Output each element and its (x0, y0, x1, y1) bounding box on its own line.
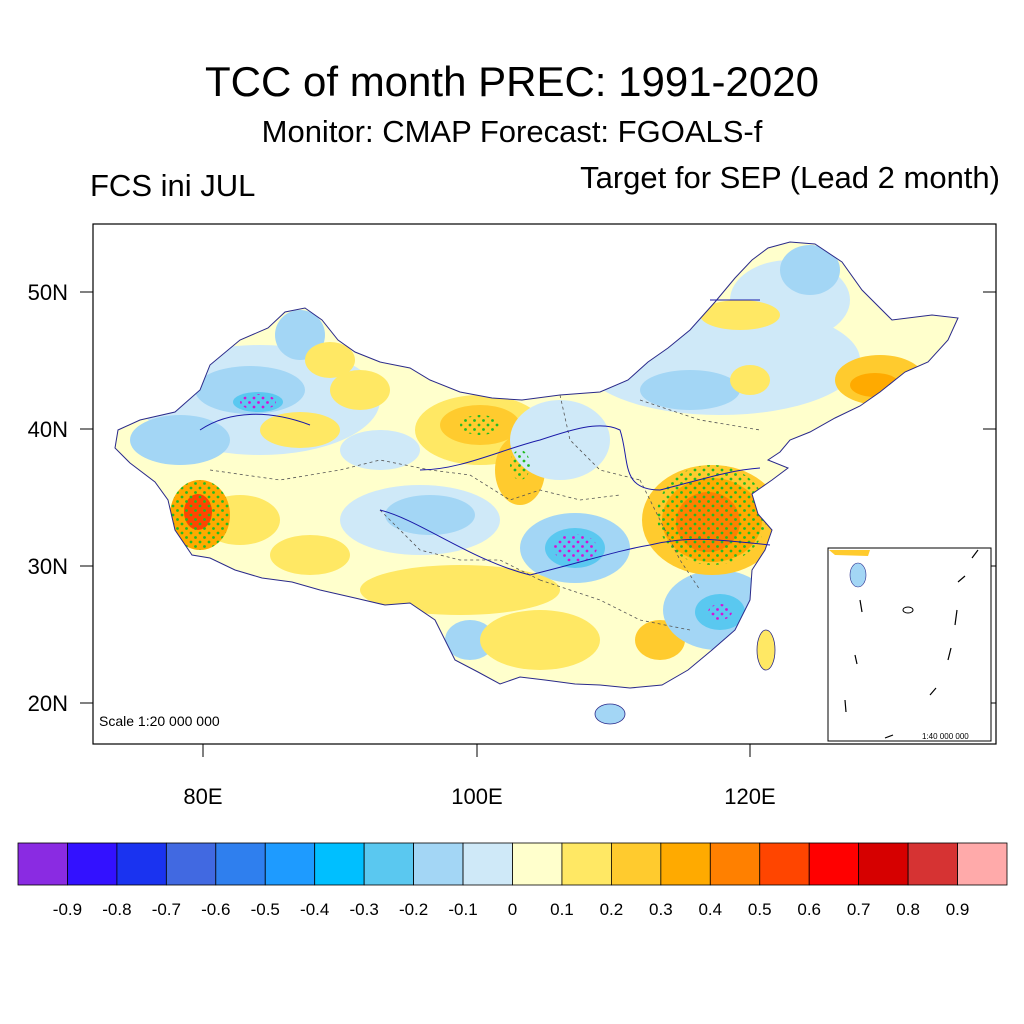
lat-label-30n: 30N (28, 554, 68, 579)
colorbar-swatch (215, 842, 266, 886)
colorbar-label: 0.8 (896, 900, 920, 919)
province-borders (209, 394, 761, 631)
colorbar-label: 0.4 (698, 900, 722, 919)
colorbar-swatch (660, 842, 711, 886)
hainan (594, 703, 626, 725)
colorbar-swatch (512, 842, 563, 886)
figure-subtitle: Monitor: CMAP Forecast: FGOALS-f (261, 114, 763, 149)
colorbar-label: 0.7 (847, 900, 871, 919)
rivers (199, 299, 771, 576)
colorbar-swatch (165, 842, 217, 886)
colorbar-swatch (561, 842, 612, 886)
colorbar-label: 0 (508, 900, 517, 919)
colorbar-label: -0.5 (251, 900, 280, 919)
south-china-sea-inset: 1:40 000 000 (827, 547, 992, 742)
map-scale-text: Scale 1:20 000 000 (99, 713, 220, 729)
colorbar-swatch (314, 842, 365, 886)
colorbar-label: -0.6 (201, 900, 230, 919)
inset-scale-text: 1:40 000 000 (922, 732, 969, 741)
figure-title: TCC of month PREC: 1991-2020 (205, 58, 819, 105)
colorbar-label: -0.3 (350, 900, 379, 919)
colorbar-label: -0.7 (152, 900, 181, 919)
lon-label-120e: 120E (724, 784, 775, 809)
init-month-label: FCS ini JUL (90, 168, 256, 203)
colorbar-swatch (67, 842, 118, 886)
colorbar-label: -0.9 (53, 900, 82, 919)
colorbar-label: 0.1 (550, 900, 574, 919)
colorbar-label: 0.6 (797, 900, 821, 919)
colorbar-label: -0.8 (102, 900, 131, 919)
significance-stippling (170, 394, 767, 620)
lat-label-40n: 40N (28, 417, 68, 442)
lat-label-50n: 50N (28, 280, 68, 305)
taiwan (756, 629, 776, 671)
colorbar-swatch (709, 842, 761, 886)
lon-label-100e: 100E (451, 784, 502, 809)
colorbar-swatch (858, 842, 909, 886)
country-outline (114, 241, 959, 689)
colorbar-label: -0.4 (300, 900, 329, 919)
colorbar-label: 0.5 (748, 900, 772, 919)
colorbar-label: 0.9 (946, 900, 970, 919)
colorbar-label: 0.2 (600, 900, 624, 919)
colorbar-swatch (413, 842, 464, 886)
colorbar-label: -0.2 (399, 900, 428, 919)
lat-label-20n: 20N (28, 691, 68, 716)
colorbar-swatch (264, 842, 316, 886)
colorbar-swatch (611, 842, 662, 886)
colorbar-swatch (17, 842, 68, 886)
colorbar-label: -0.1 (448, 900, 477, 919)
colorbar-swatch (759, 842, 810, 886)
colorbar-swatch (462, 842, 513, 886)
colorbar-swatch (363, 842, 414, 886)
target-month-label: Target for SEP (Lead 2 month) (580, 160, 1000, 195)
colorbar: -0.9 -0.8 -0.7 -0.6 -0.5 -0.4 -0.3 -0.2 -0.1 0 0.1… (17, 842, 1008, 919)
colorbar-swatch (116, 842, 167, 886)
lon-label-80e: 80E (183, 784, 222, 809)
colorbar-swatch (907, 842, 958, 886)
colorbar-swatch (808, 842, 860, 886)
colorbar-swatch (957, 842, 1008, 886)
colorbar-label: 0.3 (649, 900, 673, 919)
